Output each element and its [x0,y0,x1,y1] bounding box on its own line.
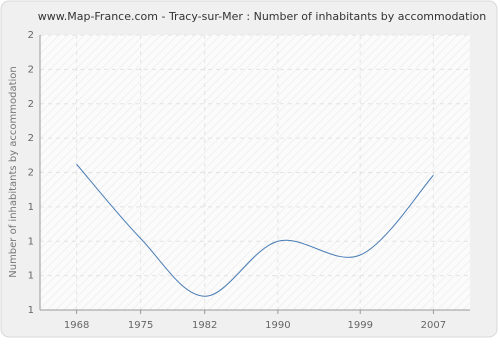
line [76,163,434,297]
y-axis-label: Number of inhabitants by accommodation [8,66,19,278]
y-tick-label: 1 [28,305,34,316]
y-tick-label: 2 [28,99,34,110]
x-tick-label: 1975 [128,320,153,331]
chart-title: www.Map-France.com - Tracy-sur-Mer : Num… [38,10,487,23]
y-tick-label: 2 [28,168,34,179]
x-tick-label: 2007 [421,320,446,331]
y-tick-label: 2 [28,64,34,75]
y-tick-label: 2 [28,133,34,144]
y-tick-label: 1 [28,202,34,213]
x-tick-label: 1982 [192,320,217,331]
y-tick-label: 1 [28,271,34,282]
x-tick-label: 1999 [347,320,372,331]
y-tick-label: 2 [28,30,34,41]
x-tick-label: 1968 [64,320,89,331]
plot-area [40,35,470,310]
y-tick-label: 1 [28,236,34,247]
x-tick-label: 1990 [265,320,290,331]
